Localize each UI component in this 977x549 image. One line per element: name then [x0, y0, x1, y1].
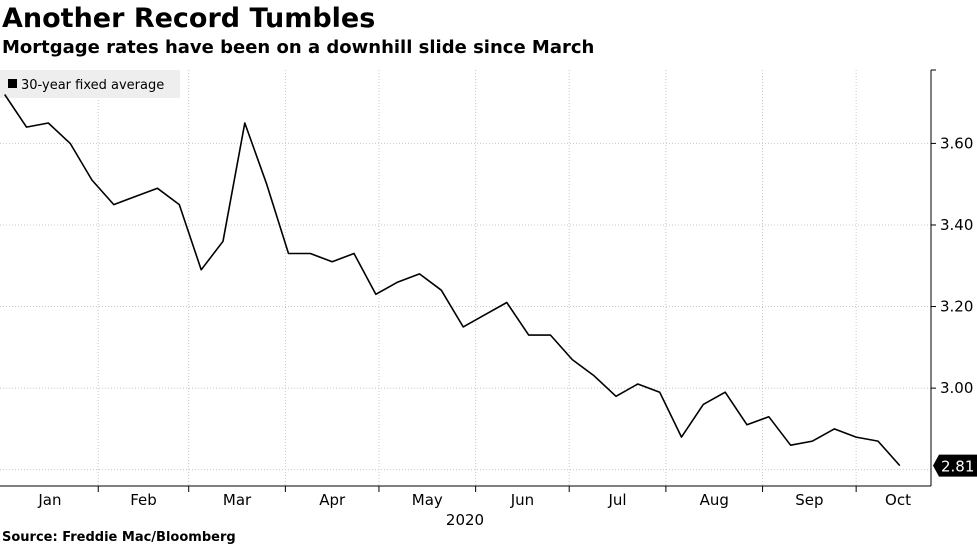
x-tick-label: Mar [223, 491, 252, 509]
axes: 3.60 3.40 3.20 3.00 Jan Feb Mar Apr May Jun Jul Aug… [0, 69, 973, 529]
value-labels: 2.81 [933, 454, 977, 477]
legend-label: 30-year fixed average [21, 78, 164, 93]
x-tick-label: May [412, 491, 443, 509]
x-tick-label: Feb [130, 491, 157, 509]
x-tick-label: Jul [607, 491, 626, 509]
x-tick-label: Apr [319, 491, 346, 509]
y-tick-label: 3.60 [940, 134, 973, 152]
x-axis-year-label: 2020 [446, 511, 484, 529]
chart-subtitle: Mortgage rates have been on a downhill s… [2, 37, 595, 58]
x-tick-label: Oct [885, 491, 911, 509]
last-value-label: 2.81 [941, 458, 974, 476]
x-tick-label: Aug [700, 491, 729, 509]
series-line-30-year-fixed [4, 94, 901, 467]
y-tick-label: 3.00 [940, 379, 973, 397]
y-tick-label: 3.40 [940, 216, 973, 234]
legend-swatch [8, 79, 17, 88]
series [4, 94, 901, 467]
x-tick-label: Sep [795, 491, 823, 509]
x-tick-label: Jan [37, 491, 61, 509]
legend-background [0, 70, 180, 98]
grid-lines [0, 70, 931, 486]
chart-title: Another Record Tumbles [2, 3, 376, 34]
x-tick-label: Jun [510, 491, 534, 509]
legend: 30-year fixed average [0, 70, 180, 98]
y-tick-label: 3.20 [940, 298, 973, 316]
last-value-flag [933, 454, 977, 477]
source-note: Source: Freddie Mac/Bloomberg [2, 530, 236, 545]
